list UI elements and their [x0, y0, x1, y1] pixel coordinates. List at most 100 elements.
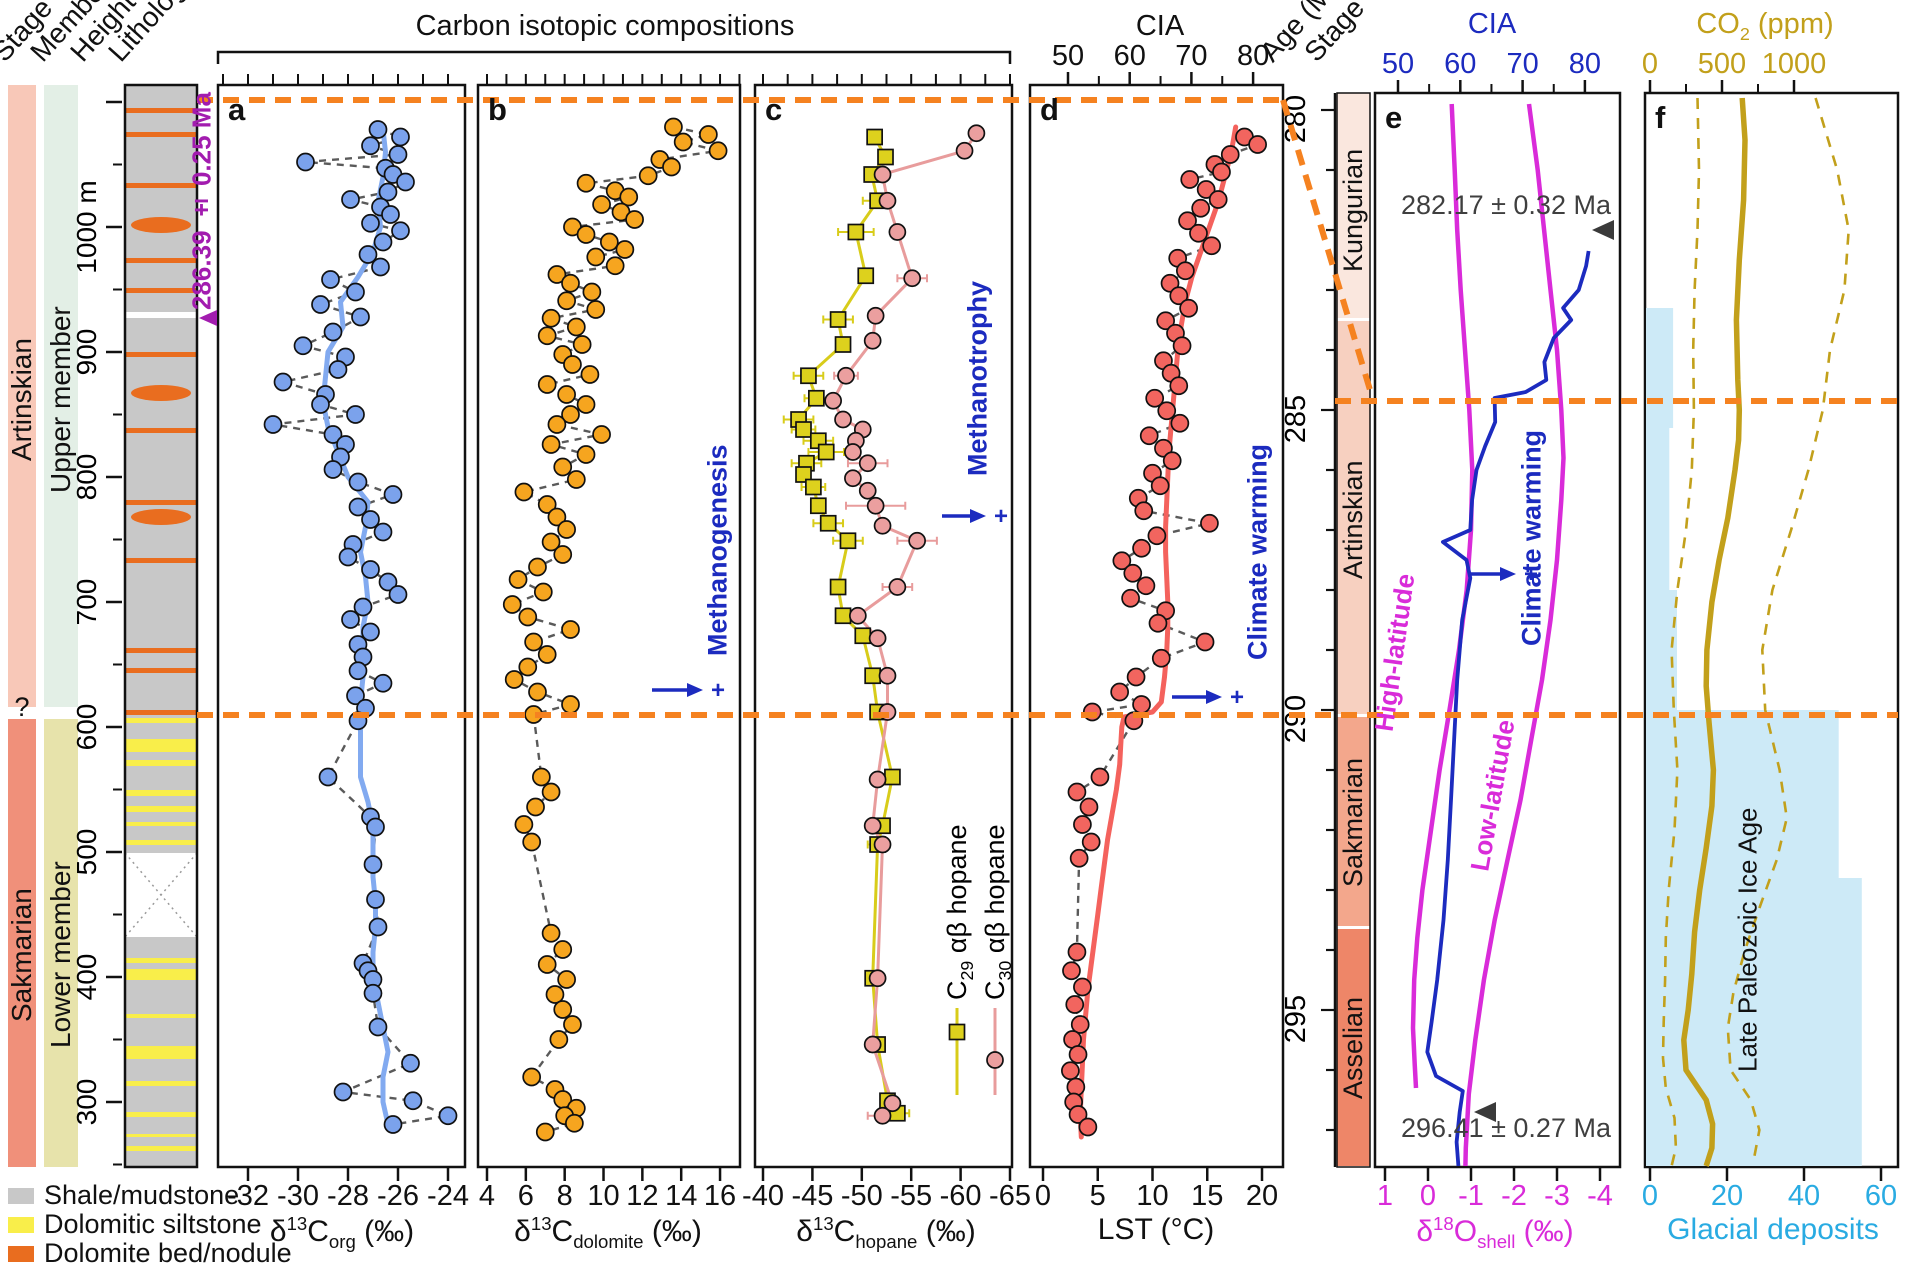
strat-columns	[8, 85, 78, 1167]
b-point	[553, 545, 573, 564]
c29-point	[866, 128, 883, 146]
x-tick-label: 40	[1788, 1180, 1820, 1212]
annotation-climate-warming-e: Climate warming	[1516, 429, 1547, 646]
dolomitic-siltstone-band	[125, 822, 197, 826]
a-point	[361, 213, 380, 233]
height-label: 300	[71, 1079, 102, 1126]
caption-d13c-hopane: δ13Chopane (‰)	[796, 1213, 976, 1252]
a-point	[341, 610, 360, 629]
panel-f: 0 20 40 60 0 500 1000	[1642, 48, 1900, 1212]
b-point	[514, 815, 534, 834]
d-point	[1191, 198, 1211, 218]
c29-point	[834, 607, 852, 625]
c30-point	[955, 141, 974, 160]
cia-line	[1425, 250, 1591, 1167]
d-point	[1068, 1045, 1088, 1064]
annotation-date-286: 286.39 ± 0.25 Ma	[186, 92, 217, 310]
top-tick-label: 0	[1642, 48, 1658, 80]
b-point	[565, 1113, 584, 1133]
d-point	[1248, 135, 1267, 154]
d-point	[1220, 145, 1240, 164]
b-point	[708, 141, 728, 161]
panel-d: 0 5 10 15 20 50 60 70 80	[1028, 40, 1285, 1212]
b-point	[526, 797, 545, 817]
x-tick-label: -50	[841, 1180, 883, 1212]
d-point	[1154, 438, 1173, 458]
a-point	[346, 686, 365, 706]
date-triangle	[1592, 220, 1614, 240]
stage-artinskian-left: Artinskian	[6, 338, 37, 462]
b-point	[599, 232, 619, 252]
c30-point	[873, 1106, 892, 1125]
d-point	[1123, 563, 1143, 583]
dolomite-bed-band	[125, 352, 197, 357]
b-point	[561, 405, 580, 424]
b-point	[533, 582, 553, 602]
b-point	[576, 225, 596, 244]
b-point	[619, 187, 639, 207]
correlation-lines	[197, 97, 1898, 718]
x-tick-label: 10	[587, 1180, 619, 1212]
height-label: 900	[71, 329, 102, 376]
title-carbon-isotopes: Carbon isotopic compositions	[415, 10, 795, 42]
blue-arrow-head	[1500, 567, 1516, 581]
a-point	[311, 395, 330, 414]
legend-square-marker	[948, 1023, 966, 1041]
x-tick-label: 14	[665, 1180, 697, 1212]
blue-arrow-head	[1206, 690, 1222, 704]
a-point	[338, 547, 358, 567]
dolomitic-siltstone-band	[125, 790, 197, 796]
a-point	[353, 597, 373, 617]
x-tick-label: 16	[704, 1180, 736, 1212]
top-tick-label: 60	[1444, 48, 1476, 80]
c29-point	[839, 532, 857, 550]
b-point	[586, 247, 606, 267]
b-point	[557, 291, 576, 311]
b-point	[547, 415, 567, 434]
a-point	[368, 1017, 388, 1037]
b-point	[580, 365, 600, 384]
stage-column-border	[1336, 92, 1371, 1168]
a-point	[323, 460, 343, 479]
legend-circle-marker	[986, 1051, 1004, 1069]
b-point	[553, 457, 573, 477]
d-point	[1132, 695, 1151, 714]
a-point	[391, 221, 410, 241]
x-tick-label: 0	[1642, 1180, 1658, 1212]
x-tick-label: -32	[227, 1180, 269, 1212]
a-point	[363, 855, 383, 874]
a-point	[328, 360, 348, 379]
d-point	[1202, 236, 1221, 256]
x-tick-label: 0	[1035, 1180, 1051, 1212]
b-point	[566, 317, 586, 337]
c30-point	[908, 531, 926, 550]
b-point	[522, 1067, 542, 1087]
b-point	[537, 326, 557, 346]
co2-line	[1681, 97, 1748, 1167]
c30-point	[824, 391, 842, 410]
stage-segment	[1337, 93, 1370, 318]
dolomite-nodule	[131, 509, 191, 525]
c30-point	[873, 835, 892, 854]
c29-point	[809, 497, 827, 515]
a-point	[323, 322, 343, 342]
d-point	[1169, 376, 1189, 396]
c29-point	[857, 267, 875, 285]
d-point	[1069, 848, 1089, 868]
age-label: 285	[1280, 395, 1312, 443]
b-point	[576, 395, 596, 414]
b-point	[673, 132, 693, 152]
legend-siltstone-label: Dolomitic siltstone	[44, 1209, 262, 1239]
dated-ash-band	[125, 312, 197, 318]
panel-letter-b: b	[488, 92, 507, 127]
a-point	[371, 257, 390, 277]
c30-point	[866, 496, 885, 515]
panel-letter-c: c	[765, 92, 783, 127]
a-point	[388, 585, 408, 604]
x-tick-label: -30	[277, 1180, 319, 1212]
c30-point	[883, 1094, 902, 1113]
d-point	[1079, 797, 1099, 817]
height-label: 800	[71, 454, 102, 501]
d-point	[1134, 501, 1154, 521]
b-point	[528, 557, 547, 577]
